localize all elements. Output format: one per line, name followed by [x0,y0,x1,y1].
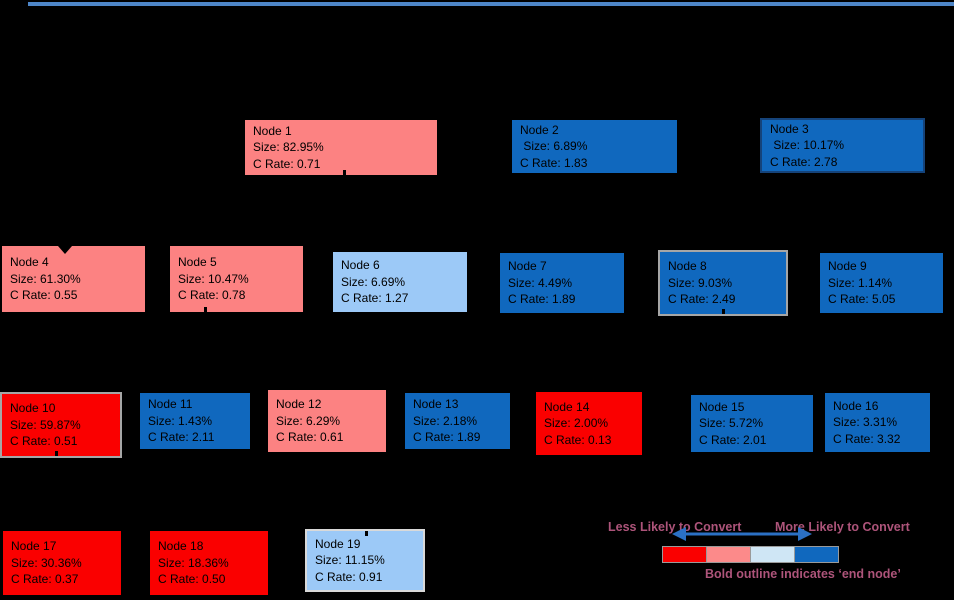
tree-node-11: Node 11 Size: 1.43% C Rate: 2.11 [140,393,250,449]
node-crate: C Rate: 0.71 [253,156,321,171]
gradient-segment [794,546,839,563]
node-title: Node 11 [148,397,193,412]
node-crate: C Rate: 0.37 [11,572,79,587]
tree-node-12: Node 12 Size: 6.29% C Rate: 0.61 [268,390,386,452]
tree-node-18: Node 18 Size: 18.36% C Rate: 0.50 [150,531,268,595]
connector-tick [722,309,725,314]
end-node-note: Bold outline indicates ‘end node’ [705,567,901,581]
connector-tick [55,451,58,456]
node-size: Size: 2.18% [413,413,478,428]
tree-node-3: Node 3 Size: 10.17% C Rate: 2.78 [760,118,925,173]
node-title: Node 12 [276,397,322,412]
node-title: Node 5 [178,255,217,270]
node-title: Node 14 [544,399,590,414]
node-size: Size: 5.72% [699,416,764,431]
node-crate: C Rate: 2.78 [770,154,838,169]
gradient-segment [706,546,751,563]
node-size: Size: 11.15% [315,553,385,568]
node-size: Size: 61.30% [10,271,81,286]
connector-tick [343,170,346,175]
node-title: Node 18 [158,539,204,554]
node-title: Node 17 [11,539,57,554]
node-size: Size: 6.69% [341,274,406,289]
node-title: Node 2 [520,122,559,137]
node-title: Node 8 [668,259,707,274]
node-title: Node 13 [413,397,459,412]
tree-node-15: Node 15 Size: 5.72% C Rate: 2.01 [691,395,813,452]
tree-node-16: Node 16 Size: 3.31% C Rate: 3.32 [825,393,930,452]
tree-node-7: Node 7 Size: 4.49% C Rate: 1.89 [500,253,624,313]
tree-node-9: Node 9 Size: 1.14% C Rate: 5.05 [820,253,943,313]
legend-more-likely-label: More Likely to Convert [775,520,910,534]
node-crate: C Rate: 2.01 [699,432,767,447]
node-title: Node 4 [10,255,49,270]
node-title: Node 6 [341,258,380,273]
node-size: Size: 82.95% [253,140,324,155]
node-title: Node 19 [315,536,361,551]
node-size: Size: 6.29% [276,413,341,428]
node-crate: C Rate: 2.11 [148,430,215,445]
node-title: Node 10 [10,401,56,416]
connector-tick [204,307,207,312]
node-size: Size: 6.89% [520,139,588,154]
gradient-segment [750,546,795,563]
node-crate: C Rate: 0.61 [276,430,344,445]
tree-node-1: Node 1 Size: 82.95% C Rate: 0.71 [245,120,437,175]
tree-node-6: Node 6 Size: 6.69% C Rate: 1.27 [333,252,467,312]
node-crate: C Rate: 0.78 [178,288,246,303]
tree-node-13: Node 13 Size: 2.18% C Rate: 1.89 [405,393,510,449]
node-title: Node 15 [699,399,745,414]
conversion-gradient-bar [662,546,839,563]
node-crate: C Rate: 0.50 [158,572,226,587]
node-size: Size: 10.17% [770,138,845,153]
node-title: Node 3 [770,121,809,136]
node-crate: C Rate: 3.32 [833,431,901,446]
node-size: Size: 18.36% [158,555,229,570]
tree-node-19: Node 19 Size: 11.15% C Rate: 0.91 [305,529,425,592]
connector-tick [365,531,368,536]
node-crate: C Rate: 1.89 [508,292,576,307]
node-crate: C Rate: 2.49 [668,292,736,307]
node-size: Size: 2.00% [544,416,609,431]
tree-node-10: Node 10 Size: 59.87% C Rate: 0.51 [0,392,122,458]
connector-arrowhead-icon [58,246,72,254]
double-arrow-icon [672,527,812,541]
legend-less-likely-label: Less Likely to Convert [608,520,742,534]
node-size: Size: 30.36% [11,555,82,570]
node-size: Size: 4.49% [508,275,573,290]
node-title: Node 9 [828,259,867,274]
node-crate: C Rate: 0.13 [544,432,612,447]
node-size: Size: 1.43% [148,413,213,428]
node-crate: C Rate: 0.91 [315,569,383,584]
tree-node-14: Node 14 Size: 2.00% C Rate: 0.13 [536,392,642,455]
tree-node-4: Node 4 Size: 61.30% C Rate: 0.55 [2,246,145,312]
node-title: Node 7 [508,259,547,274]
node-crate: C Rate: 0.51 [10,434,78,449]
node-crate: C Rate: 0.55 [10,288,78,303]
node-crate: C Rate: 1.89 [413,430,481,445]
node-title: Node 16 [833,398,879,413]
node-crate: C Rate: 1.83 [520,155,588,170]
tree-node-2: Node 2 Size: 6.89% C Rate: 1.83 [512,120,677,173]
gradient-segment [662,546,707,563]
node-size: Size: 1.14% [828,275,893,290]
node-title: Node 1 [253,123,292,138]
tree-node-17: Node 17 Size: 30.36% C Rate: 0.37 [3,531,121,595]
node-size: Size: 10.47% [178,271,249,286]
tree-node-5: Node 5 Size: 10.47% C Rate: 0.78 [170,246,303,312]
node-size: Size: 9.03% [668,275,733,290]
node-size: Size: 59.87% [10,417,81,432]
node-crate: C Rate: 1.27 [341,291,409,306]
tree-node-8: Node 8 Size: 9.03% C Rate: 2.49 [658,250,788,316]
top-accent-rule [28,2,954,6]
node-crate: C Rate: 5.05 [828,292,896,307]
node-size: Size: 3.31% [833,415,898,430]
